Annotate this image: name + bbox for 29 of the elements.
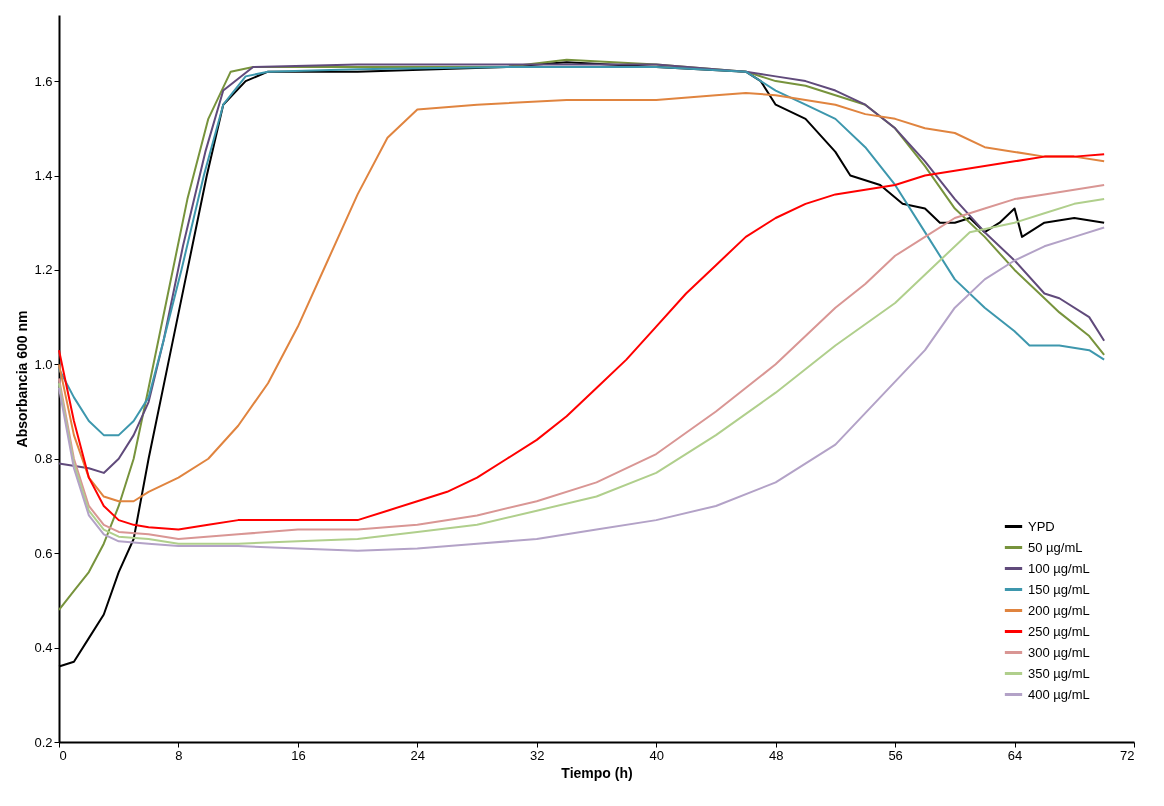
- legend-label: 200 µg/mL: [1028, 602, 1090, 618]
- legend-label: 350 µg/mL: [1028, 665, 1090, 681]
- y-tick-label: 1.2: [34, 262, 53, 278]
- x-tick-label: 56: [888, 747, 903, 763]
- y-tick-label: 1.4: [34, 168, 53, 184]
- legend-label: 400 µg/mL: [1028, 686, 1090, 702]
- y-axis-title: Absorbancia 600 nm: [14, 310, 31, 448]
- y-tick-label: 0.2: [34, 734, 53, 750]
- x-tick-label: 0: [59, 747, 67, 763]
- x-tick-label: 72: [1120, 747, 1135, 763]
- legend-label: 50 µg/mL: [1028, 539, 1083, 555]
- x-tick-label: 48: [768, 747, 784, 763]
- legend-label: 300 µg/mL: [1028, 644, 1090, 660]
- y-tick-label: 0.8: [34, 451, 53, 467]
- x-tick-label: 32: [530, 747, 545, 763]
- legend-label: 250 µg/mL: [1028, 623, 1090, 639]
- y-tick-label: 0.4: [34, 640, 53, 656]
- x-tick-label: 16: [291, 747, 306, 763]
- x-tick-label: 24: [410, 747, 426, 763]
- legend-label: YPD: [1028, 518, 1055, 534]
- legend-label: 100 µg/mL: [1028, 560, 1090, 576]
- x-tick-label: 8: [175, 747, 183, 763]
- legend-label: 150 µg/mL: [1028, 581, 1090, 597]
- y-tick-label: 1.0: [34, 356, 53, 372]
- x-axis-title: Tiempo (h): [561, 764, 633, 781]
- y-tick-label: 0.6: [34, 545, 53, 561]
- x-tick-label: 64: [1007, 747, 1023, 763]
- y-tick-label: 1.6: [34, 73, 53, 89]
- x-tick-label: 40: [649, 747, 664, 763]
